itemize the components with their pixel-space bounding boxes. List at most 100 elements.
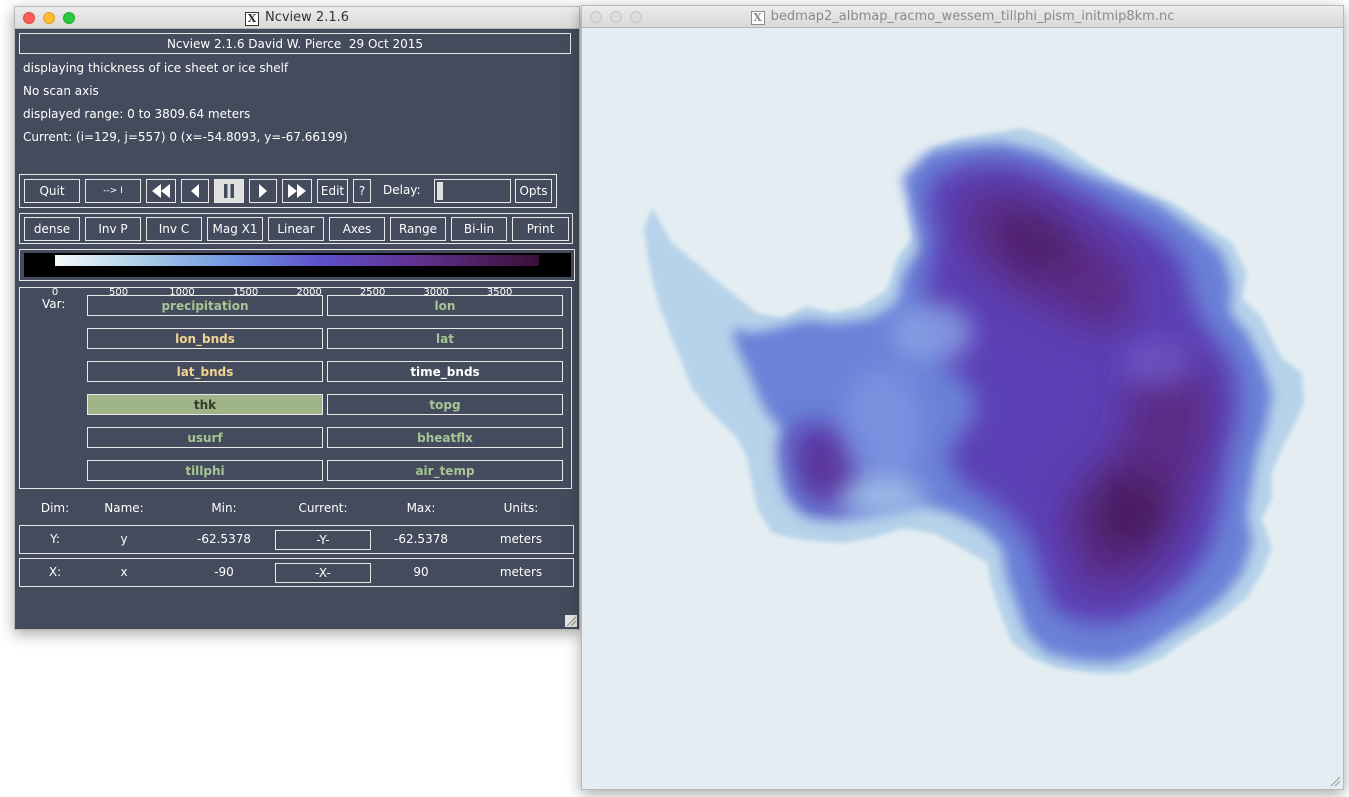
delay-label: Delay: bbox=[383, 183, 421, 197]
dim-name-x: x bbox=[120, 565, 128, 579]
var-button-air-temp[interactable]: air_temp bbox=[327, 460, 563, 481]
help-button[interactable]: ? bbox=[353, 179, 371, 203]
dim-min-x: -90 bbox=[214, 565, 234, 579]
var-button-usurf[interactable]: usurf bbox=[87, 427, 323, 448]
step-forward-icon bbox=[259, 184, 267, 198]
var-button-lon[interactable]: lon bbox=[327, 295, 563, 316]
info-description: displaying thickness of ice sheet or ice… bbox=[23, 61, 289, 75]
restart-button[interactable]: --> I bbox=[85, 179, 141, 203]
colorbar-frame bbox=[19, 249, 575, 281]
antarctica-ice-thickness-map[interactable] bbox=[582, 28, 1343, 789]
very-thick-ice-layer bbox=[807, 188, 1212, 588]
dim-header-current: Current: bbox=[298, 501, 348, 515]
step-backward-icon bbox=[191, 184, 199, 198]
dim-units-y: meters bbox=[499, 532, 543, 546]
step-forward-button[interactable] bbox=[249, 179, 277, 203]
colorbar bbox=[24, 253, 571, 277]
info-scan-axis: No scan axis bbox=[23, 84, 99, 98]
step-backward-button[interactable] bbox=[181, 179, 209, 203]
rewind-button[interactable] bbox=[146, 179, 176, 203]
display-options-toolbar bbox=[19, 213, 573, 244]
minimize-window-button[interactable] bbox=[43, 12, 55, 24]
var-label: Var: bbox=[42, 297, 66, 311]
info-current: Current: (i=129, j=557) 0 (x=-54.8093, y… bbox=[23, 130, 348, 144]
edit-button[interactable]: Edit bbox=[317, 179, 348, 203]
axes-button[interactable]: Axes bbox=[329, 217, 385, 241]
zoom-window-button[interactable] bbox=[63, 12, 75, 24]
dim-header-max: Max: bbox=[406, 501, 436, 515]
dim-row-y bbox=[19, 525, 574, 554]
ice-stream-layer bbox=[837, 303, 1192, 516]
fast-forward-button[interactable] bbox=[282, 179, 312, 203]
dim-current-x-button[interactable]: -X- bbox=[275, 563, 371, 583]
zoom-window-button[interactable] bbox=[630, 11, 642, 23]
dim-header-name: Name: bbox=[104, 501, 144, 515]
dim-max-y: -62.5378 bbox=[394, 532, 448, 546]
inv-p-button[interactable]: Inv P bbox=[85, 217, 141, 241]
resize-grip-icon[interactable] bbox=[565, 615, 577, 627]
colorbar-gradient bbox=[55, 255, 539, 266]
minimize-window-button[interactable] bbox=[610, 11, 622, 23]
dim-header-dim: Dim: bbox=[40, 501, 70, 515]
range-button[interactable]: Range bbox=[390, 217, 446, 241]
colorbar-tick-label: 2000 bbox=[296, 287, 322, 298]
fast-backward-icon bbox=[152, 184, 170, 198]
delay-slider[interactable] bbox=[434, 179, 511, 203]
quit-button[interactable]: Quit bbox=[24, 179, 80, 203]
colorbar-tick-label: 500 bbox=[108, 287, 129, 298]
dim-name-y: y bbox=[120, 532, 128, 546]
var-button-bheatflx[interactable]: bheatflx bbox=[327, 427, 563, 448]
var-button-time-bnds[interactable]: time_bnds bbox=[327, 361, 563, 382]
var-button-lon-bnds[interactable]: lon_bnds bbox=[87, 328, 323, 349]
var-button-topg[interactable]: topg bbox=[327, 394, 563, 415]
dim-header-units: Units: bbox=[503, 501, 539, 515]
var-button-lat[interactable]: lat bbox=[327, 328, 563, 349]
ncview-titlebar[interactable]: X Ncview 2.1.6 bbox=[15, 7, 579, 29]
colorbar-tick-label: 1000 bbox=[169, 287, 195, 298]
close-window-button[interactable] bbox=[23, 12, 35, 24]
var-button-tillphi[interactable]: tillphi bbox=[87, 460, 323, 481]
window-title: X Ncview 2.1.6 bbox=[15, 10, 579, 26]
version-banner: Ncview 2.1.6 David W. Pierce 29 Oct 2015 bbox=[19, 33, 571, 54]
mag-x1-button[interactable]: Mag X1 bbox=[207, 217, 263, 241]
colorbar-tick-label: 3500 bbox=[486, 287, 513, 298]
colorbar-tick-label: 3000 bbox=[423, 287, 449, 298]
pause-icon bbox=[224, 184, 234, 198]
dim-current-y-button[interactable]: -Y- bbox=[275, 530, 371, 550]
playback-toolbar bbox=[19, 174, 557, 208]
var-button-precipitation[interactable]: precipitation bbox=[87, 295, 323, 316]
delay-slider-knob[interactable] bbox=[437, 182, 443, 200]
variable-panel bbox=[19, 287, 572, 489]
opts-button[interactable]: Opts bbox=[515, 179, 552, 203]
dim-header-min: Min: bbox=[211, 501, 237, 515]
fast-forward-icon bbox=[288, 184, 306, 198]
pause-button[interactable] bbox=[214, 179, 244, 203]
resize-grip-icon[interactable] bbox=[1329, 775, 1341, 787]
data-plot-canvas[interactable] bbox=[582, 28, 1343, 789]
window-title-text: Ncview 2.1.6 bbox=[264, 10, 350, 25]
linear-button[interactable]: Linear bbox=[268, 217, 324, 241]
dense-button[interactable]: dense bbox=[24, 217, 80, 241]
colorbar-tick-label: 1500 bbox=[232, 287, 259, 298]
x11-icon: X bbox=[750, 11, 765, 25]
dim-row-x bbox=[19, 558, 574, 587]
bi-lin-button[interactable]: Bi-lin bbox=[451, 217, 507, 241]
colorbar-tick-label: 2500 bbox=[359, 287, 386, 298]
var-button-thk[interactable]: thk bbox=[87, 394, 323, 415]
ncview-panel: Ncview 2.1.6 David W. Pierce 29 Oct 2015… bbox=[15, 29, 579, 629]
dim-units-x: meters bbox=[499, 565, 543, 579]
close-window-button[interactable] bbox=[590, 11, 602, 23]
inv-c-button[interactable]: Inv C bbox=[146, 217, 202, 241]
image-title-text: bedmap2_albmap_racmo_wessem_tillphi_pism… bbox=[770, 9, 1175, 24]
dim-dim-y: Y: bbox=[50, 532, 60, 546]
print-button[interactable]: Print bbox=[512, 217, 569, 241]
dim-min-y: -62.5378 bbox=[197, 532, 251, 546]
version-banner-text: Ncview 2.1.6 David W. Pierce 29 Oct 2015 bbox=[166, 36, 424, 51]
colorbar-tick-label: 0 bbox=[51, 287, 59, 298]
dim-dim-x: X: bbox=[48, 565, 62, 579]
x11-icon: X bbox=[244, 12, 259, 26]
var-button-lat-bnds[interactable]: lat_bnds bbox=[87, 361, 323, 382]
